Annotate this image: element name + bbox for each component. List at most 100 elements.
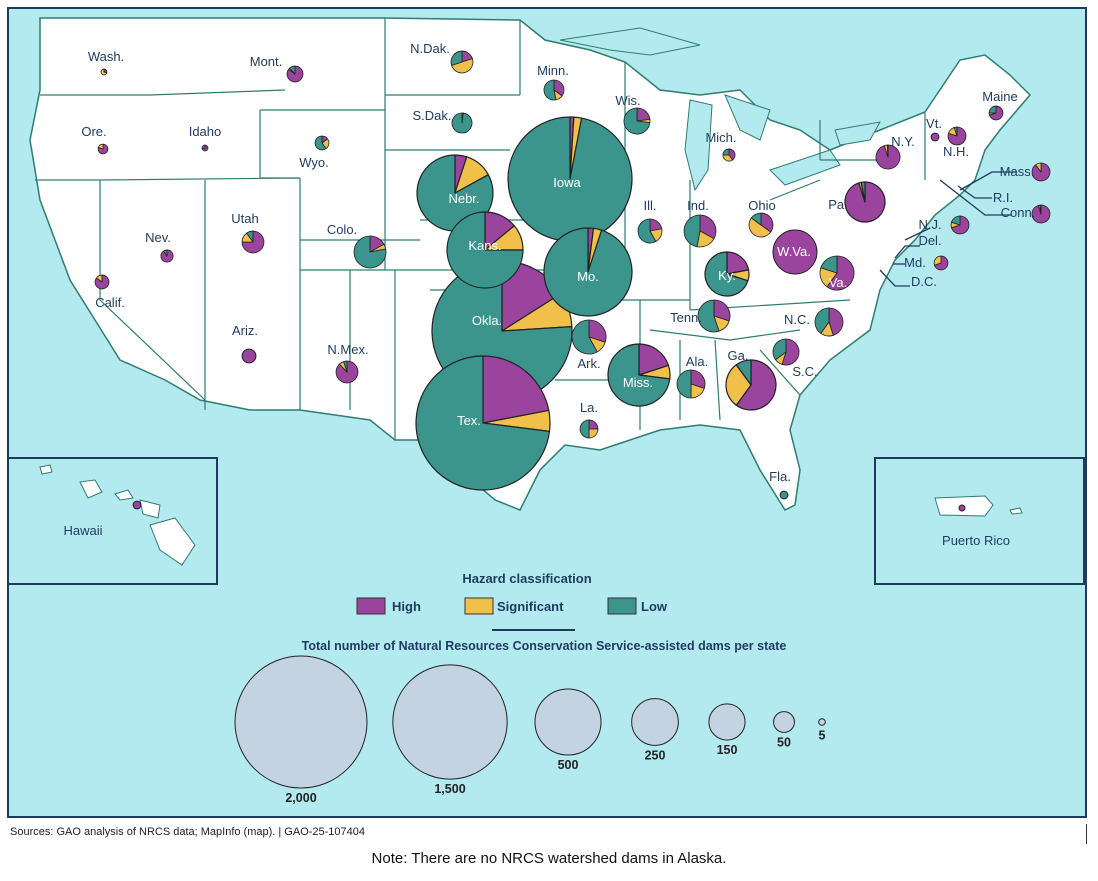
pie-hawaii — [132, 500, 142, 510]
pie-n-h — [947, 126, 967, 146]
pie-va — [819, 255, 855, 291]
pie-nebr — [416, 154, 494, 232]
leader-line — [904, 227, 931, 241]
pie-slice-low — [988, 105, 997, 114]
pie-slice-high — [958, 504, 966, 512]
legend-swatch-significant — [464, 597, 494, 615]
pie-slice-low — [886, 144, 889, 158]
pie-vt — [930, 132, 940, 142]
state-label-idaho: Idaho — [189, 124, 222, 139]
pie-ind — [683, 214, 717, 248]
state-label-fla: Fla. — [769, 469, 791, 484]
pie-slice-significant — [933, 255, 942, 266]
pie-slice-significant — [100, 68, 108, 76]
state-label-va: Va. — [829, 275, 848, 290]
pie-slice-significant — [97, 143, 104, 150]
pie-tex — [415, 355, 551, 491]
size-legend-label: 500 — [558, 758, 579, 772]
pie-slice-low — [1039, 204, 1042, 215]
size-legend-circle-250 — [631, 698, 679, 746]
pie-pa — [844, 181, 886, 223]
pie-mich — [722, 148, 736, 162]
great-lakes — [559, 27, 881, 192]
state-label-pa: Pa. — [828, 197, 848, 212]
pie-slice-high — [553, 79, 565, 97]
state-label-n-dak: N.Dak. — [410, 41, 450, 56]
legend-label-low: Low — [641, 599, 668, 614]
pie-ga — [725, 359, 777, 411]
state-label-maine: Maine — [982, 89, 1017, 104]
leader-line — [957, 185, 992, 199]
state-label-okla: Okla. — [472, 313, 502, 328]
pie-slice-low — [735, 359, 752, 386]
footer-divider — [1086, 824, 1087, 844]
pie-slice-low — [683, 214, 701, 248]
size-legend-circle-50 — [773, 711, 795, 733]
leader-lines — [879, 171, 1017, 287]
pie-slice-high — [772, 229, 818, 275]
leader-line — [939, 179, 1012, 216]
state-label-mont: Mont. — [250, 54, 283, 69]
state-label-mo: Mo. — [577, 269, 599, 284]
state-label-ill: Ill. — [644, 198, 657, 213]
state-label-ala: Ala. — [686, 354, 708, 369]
note-text: Note: There are no NRCS watershed dams i… — [371, 850, 727, 867]
pie-slice-high — [760, 212, 774, 233]
pie-w-va — [772, 229, 818, 275]
size-legend-circle-5 — [818, 718, 826, 726]
pie-puerto-rico — [958, 504, 966, 512]
pie-iowa — [507, 116, 633, 242]
hazard-legend: Hazard classification High Significant L… — [302, 571, 787, 653]
pie-fla — [779, 490, 789, 500]
state-label-wyo: Wyo. — [299, 155, 329, 170]
state-label-s-c: S.C. — [792, 364, 817, 379]
pie-slice-low — [750, 212, 762, 226]
state-label-nebr: Nebr. — [448, 191, 479, 206]
pie-wis — [623, 107, 651, 135]
size-legend-label: 1,500 — [434, 782, 465, 796]
pie-ill — [637, 218, 663, 244]
pie-slice-low — [579, 419, 590, 439]
leader-line — [959, 171, 1017, 191]
state-label-n-c: N.C. — [784, 312, 810, 327]
pie-calif — [94, 274, 110, 290]
state-label-md: Md. — [904, 255, 926, 270]
pie-slice-high — [241, 348, 257, 364]
pie-slice-low — [607, 343, 671, 407]
pie-slice-high — [160, 249, 174, 263]
pie-slice-low — [820, 255, 838, 274]
pie-slice-significant — [1035, 162, 1042, 173]
size-legend-label: 50 — [777, 735, 791, 749]
state-label-iowa: Iowa — [553, 175, 581, 190]
pie-colo — [353, 235, 387, 269]
pie-utah — [241, 230, 265, 254]
pie-nev — [160, 249, 174, 263]
pie-slice-low — [415, 355, 551, 491]
pie-slice-low — [814, 307, 830, 334]
pie-slice-high — [713, 299, 731, 322]
state-label-nev: Nev. — [145, 230, 171, 245]
pie-slice-high — [828, 307, 844, 336]
pie-miss — [607, 343, 671, 407]
pie-wash — [100, 68, 108, 76]
state-label-ark: Ark. — [577, 356, 600, 371]
legend-label-high: High — [392, 599, 421, 614]
state-pies — [94, 50, 1051, 512]
label-hawaii: Hawaii — [63, 523, 102, 538]
pie-s-dak — [451, 112, 473, 134]
state-label-miss: Miss. — [623, 375, 653, 390]
size-legend-title: Total number of Natural Resources Conser… — [302, 639, 787, 653]
pie-slice-low — [860, 181, 866, 203]
pie-slice-low — [289, 65, 296, 75]
pie-n-y — [875, 144, 901, 170]
pie-slice-low — [451, 112, 473, 134]
pie-n-mex — [335, 360, 359, 384]
size-legend-label: 250 — [645, 748, 666, 762]
state-label-n-y: N.Y. — [891, 134, 915, 149]
pie-slice-low — [676, 369, 692, 399]
state-label-ore: Ore. — [81, 124, 106, 139]
pie-ohio — [748, 212, 774, 238]
pie-slice-significant — [748, 217, 772, 238]
pie-slice-low — [722, 148, 730, 156]
